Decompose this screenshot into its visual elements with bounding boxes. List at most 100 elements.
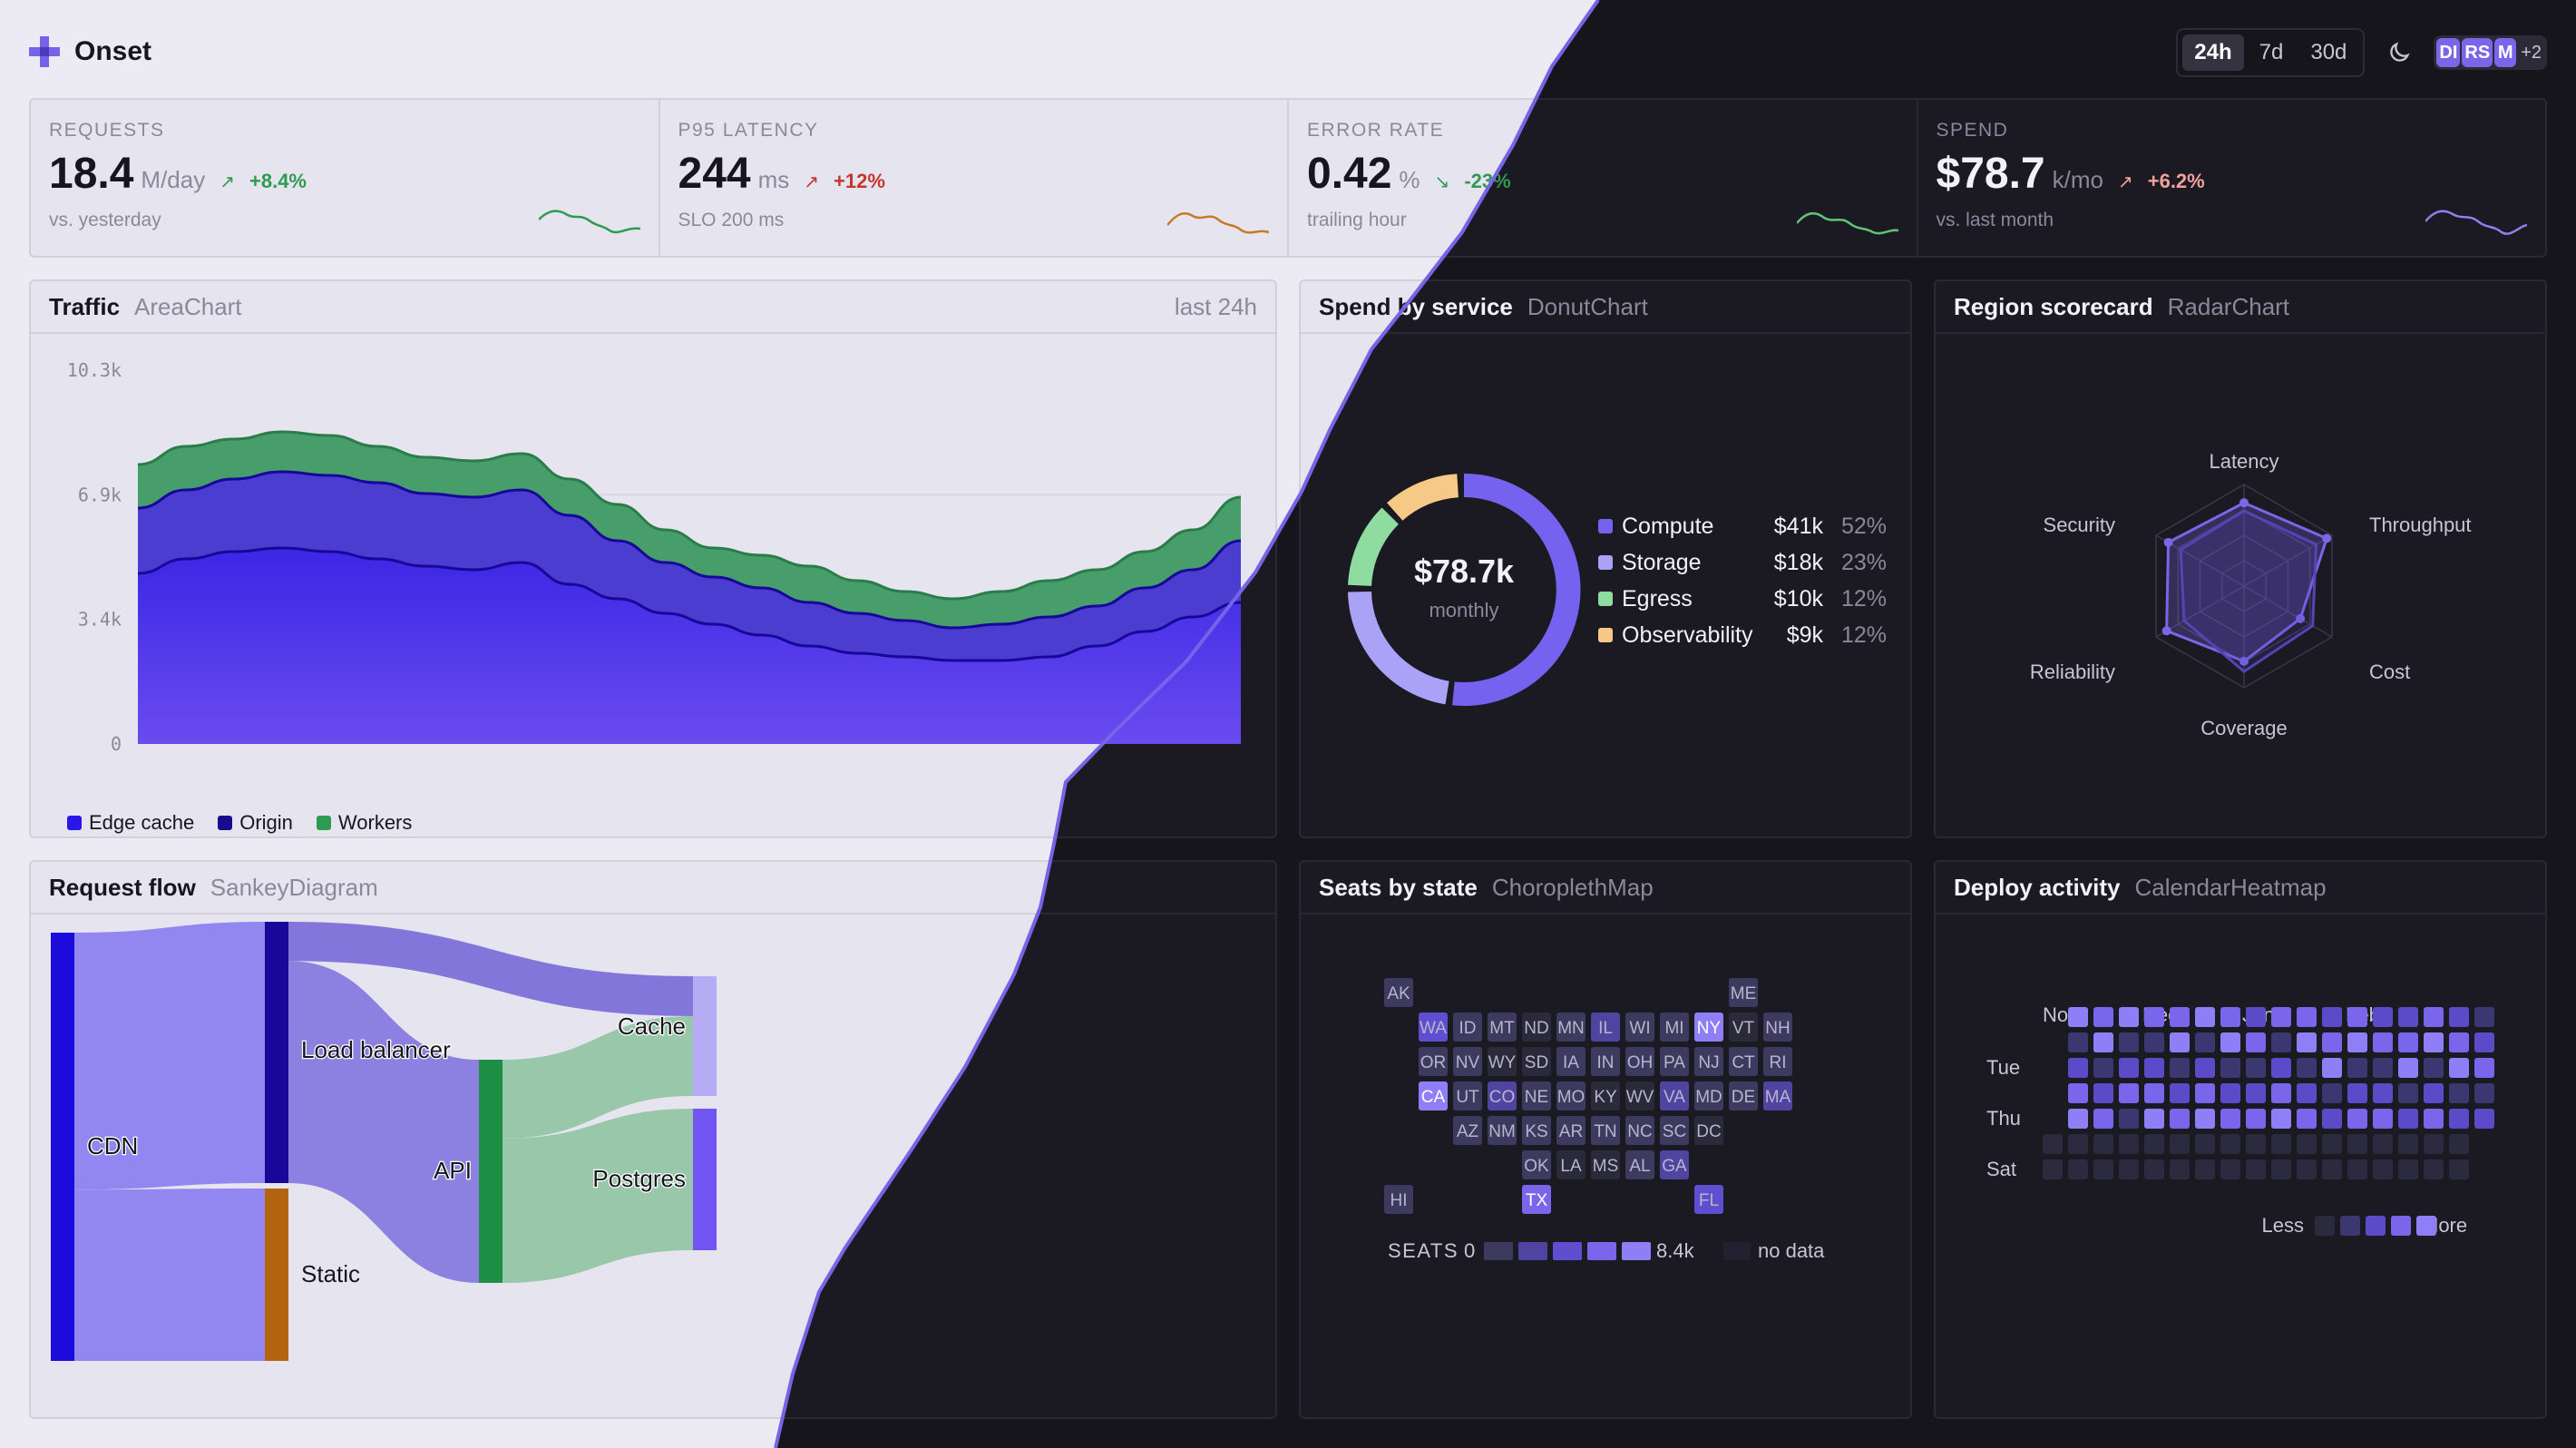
calendar-day bbox=[2093, 1083, 2113, 1103]
state-label: OK bbox=[1524, 1157, 1549, 1176]
card-header: Request flow SankeyDiagram bbox=[31, 862, 1275, 915]
state-label: TX bbox=[1526, 1191, 1548, 1210]
calendar-day bbox=[2297, 1032, 2317, 1052]
legend-swatch bbox=[2416, 1216, 2436, 1236]
legend-item[interactable]: Workers bbox=[316, 811, 412, 835]
calendar-day bbox=[2119, 1007, 2139, 1027]
deploy-card: Deploy activity CalendarHeatmap Nov Dec … bbox=[1934, 860, 2547, 1419]
kpi-value: $78.7 bbox=[1936, 150, 2045, 198]
calendar-day bbox=[2474, 1109, 2494, 1129]
calendar-day bbox=[2144, 1159, 2164, 1179]
state-label: SD bbox=[1525, 1053, 1548, 1072]
legend-item[interactable]: Origin bbox=[218, 811, 293, 835]
calendar-day bbox=[2347, 1007, 2367, 1027]
state-label: CO bbox=[1489, 1088, 1516, 1107]
calendar-day bbox=[2195, 1109, 2215, 1129]
calendar-day bbox=[2297, 1007, 2317, 1027]
calendar-day bbox=[2271, 1058, 2291, 1078]
state-tile-nj bbox=[1694, 1047, 1723, 1076]
state-label: DC bbox=[1696, 1122, 1721, 1141]
donut-chart: $78.7k monthly bbox=[1348, 473, 1581, 706]
calendar-day bbox=[2424, 1159, 2444, 1179]
calendar-day bbox=[2144, 1058, 2164, 1078]
state-label: MO bbox=[1557, 1088, 1586, 1107]
legend-swatch bbox=[1553, 1242, 1582, 1260]
state-label: WY bbox=[1488, 1053, 1517, 1072]
card-title: Region scorecard bbox=[1954, 292, 2153, 320]
state-label: MD bbox=[1695, 1088, 1722, 1107]
calendar-day bbox=[2424, 1134, 2444, 1154]
kpi-card-spend[interactable]: SPEND $78.7 k/mo ↗ +6.2% vs. last month bbox=[1918, 100, 2546, 256]
radar-spoke bbox=[2155, 585, 2245, 638]
legend-min: 0 bbox=[1464, 1239, 1475, 1262]
brand[interactable]: Onset bbox=[27, 34, 151, 69]
calendar-day bbox=[2474, 1032, 2494, 1052]
legend-swatch bbox=[1622, 1242, 1651, 1260]
calendar-day bbox=[2424, 1083, 2444, 1103]
radar-series bbox=[2179, 509, 2318, 673]
trend-up-icon: ↗ bbox=[2117, 172, 2133, 192]
calendar-day bbox=[2093, 1032, 2113, 1052]
range-7d[interactable]: 7d bbox=[2259, 40, 2284, 64]
legend-item[interactable]: Edge cache bbox=[67, 811, 194, 835]
legend-swatch bbox=[2315, 1216, 2335, 1236]
calendar-day bbox=[2220, 1032, 2240, 1052]
calendar-day bbox=[2398, 1058, 2418, 1078]
state-tile-ri bbox=[1763, 1047, 1792, 1076]
range-24h[interactable]: 24h bbox=[2182, 34, 2244, 71]
legend-swatch bbox=[1587, 1242, 1616, 1260]
day-label: Sat bbox=[1986, 1158, 2016, 1180]
calendar-day bbox=[2195, 1032, 2215, 1052]
state-label: PA bbox=[1664, 1053, 1685, 1072]
sankey-link bbox=[503, 1109, 693, 1283]
state-label: SC bbox=[1663, 1122, 1686, 1141]
avatar[interactable]: DI bbox=[2436, 38, 2461, 67]
state-tile-pa bbox=[1660, 1047, 1689, 1076]
moon-icon[interactable] bbox=[2381, 34, 2417, 71]
range-label[interactable]: last 24h bbox=[1174, 292, 1257, 320]
legend-swatch bbox=[2366, 1216, 2386, 1236]
calendar-day bbox=[2297, 1083, 2317, 1103]
sankey-link bbox=[288, 922, 693, 1016]
kpi-sparkline bbox=[2425, 210, 2527, 235]
kpi-subtitle: vs. last month bbox=[1936, 210, 2054, 230]
sankey-link bbox=[74, 1189, 265, 1361]
kpi-sparkline bbox=[1167, 212, 1269, 234]
kpi-value: 18.4 bbox=[49, 150, 134, 198]
radar-point bbox=[2163, 537, 2173, 547]
kpi-unit: M/day bbox=[141, 166, 206, 193]
state-label: NY bbox=[1697, 1019, 1722, 1038]
y-tick-label: 3.4k bbox=[78, 609, 122, 631]
card-title: Seats by state bbox=[1319, 873, 1478, 901]
calendar-day bbox=[2271, 1134, 2291, 1154]
calendar-day bbox=[2195, 1058, 2215, 1078]
avatar[interactable]: M bbox=[2494, 38, 2517, 67]
avatar-group[interactable]: DI RS M +2 bbox=[2434, 35, 2547, 70]
sankey-node-api bbox=[479, 1060, 503, 1283]
calendar-day bbox=[2398, 1083, 2418, 1103]
sankey-link bbox=[74, 922, 265, 1190]
state-tile-sc bbox=[1660, 1116, 1689, 1145]
avatar[interactable]: RS bbox=[2462, 38, 2493, 67]
sankey-label: Cache bbox=[618, 1013, 686, 1040]
donut-slice-observability bbox=[1387, 474, 1459, 521]
avatar-overflow[interactable]: +2 bbox=[2521, 42, 2542, 63]
range-30d[interactable]: 30d bbox=[2310, 40, 2347, 64]
state-label: MS bbox=[1593, 1157, 1619, 1176]
sankey-label: CDN bbox=[87, 1132, 138, 1159]
calendar-day bbox=[2373, 1159, 2393, 1179]
state-tile-nh bbox=[1763, 1013, 1792, 1042]
calendar-day bbox=[2170, 1109, 2190, 1129]
radar-point bbox=[2161, 626, 2171, 636]
state-tile-ny bbox=[1694, 1013, 1723, 1042]
calendar-day bbox=[2322, 1083, 2342, 1103]
calendar-day bbox=[2220, 1134, 2240, 1154]
kpi-card-requests[interactable]: REQUESTS 18.4 M/day ↗ +8.4% vs. yesterday bbox=[31, 100, 660, 256]
